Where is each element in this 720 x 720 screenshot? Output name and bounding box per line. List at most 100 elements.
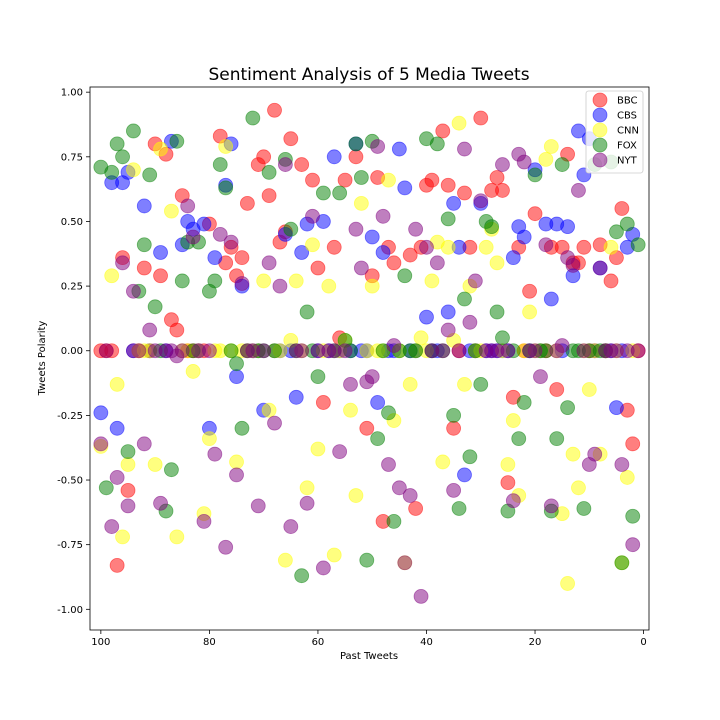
point-nyt-57 [402,488,418,503]
point-cbs-56 [457,467,472,483]
point-cnn-41 [326,547,342,563]
point-bbc-72 [549,382,565,397]
point-fox-61 [446,407,462,423]
point-nyt-59 [413,588,429,604]
point-nyt-7 [131,343,147,359]
point-nyt-0 [93,436,109,452]
legend-marker-nyt [592,152,608,168]
point-nyt-64 [440,322,456,338]
point-bbc-62 [489,170,505,185]
point-fox-58 [429,136,445,152]
point-bbc-3 [109,557,125,573]
point-cnn-3 [115,529,130,545]
point-fox-92 [614,555,630,571]
point-bbc-29 [261,188,277,204]
point-cnn-5 [126,162,141,178]
point-fox-36 [299,304,315,320]
point-cnn-61 [435,454,451,470]
point-nyt-60 [419,239,434,255]
point-cbs-50 [419,309,434,325]
point-nyt-38 [299,495,315,511]
legend-marker-bbc [592,92,608,108]
point-nyt-68 [462,314,478,330]
point-cnn-51 [381,172,396,188]
y-tick-label: 0.25 [61,282,83,293]
point-cnn-84 [560,576,575,591]
point-cnn-46 [353,195,369,211]
point-nyt-88 [571,183,586,198]
point-cnn-2 [109,376,125,392]
point-nyt-62 [429,255,445,271]
point-cnn-64 [451,115,467,131]
point-nyt-89 [576,343,592,359]
point-nyt-85 [554,338,570,353]
point-bbc-82 [603,273,619,289]
point-fox-85 [576,501,592,516]
data-points-layer [93,102,646,604]
point-fox-22 [218,180,234,196]
point-cnn-73 [500,457,516,472]
point-nyt-51 [370,139,386,154]
point-fox-53 [397,268,413,284]
point-nyt-3 [109,470,125,485]
point-fox-70 [495,330,510,346]
point-cnn-29 [261,402,277,418]
series-bbc [93,102,646,573]
x-tick-label: 40 [420,637,433,648]
point-bbc-41 [348,149,364,165]
point-cnn-81 [543,139,559,154]
point-fox-51 [386,514,402,529]
x-tick-label: 20 [529,637,542,648]
y-axis: 1.00 0.75 0.50 0.25 0.00 -0.25 -0.50 -0.75 -1.00 [57,88,90,616]
point-fox-62 [451,501,467,516]
point-bbc-60 [473,110,489,126]
point-bbc-25 [234,250,250,266]
point-cnn-10 [153,141,168,157]
point-nyt-65 [446,482,462,498]
point-nyt-74 [495,157,510,172]
legend-marker-cbs [592,107,608,123]
y-tick-label: -1.00 [57,605,83,616]
point-nyt-50 [364,369,380,385]
point-nyt-2 [104,519,120,534]
point-bbc-38 [326,239,342,255]
point-fox-50 [381,405,396,421]
point-fox-15 [174,273,190,289]
point-nyt-41 [315,560,331,576]
point-nyt-67 [457,141,472,157]
point-fox-93 [619,216,635,232]
point-bbc-34 [294,157,310,172]
point-cbs-35 [326,149,342,165]
point-cbs-41 [364,229,380,245]
point-nyt-4 [115,255,130,271]
point-nyt-66 [451,343,467,359]
legend-marker-fox [592,137,608,153]
point-cnn-77 [522,304,537,320]
point-nyt-32 [267,415,282,431]
point-nyt-26 [234,276,250,291]
point-bbc-53 [435,123,451,139]
point-nyt-58 [408,221,424,237]
point-nyt-8 [136,436,152,452]
point-nyt-9 [142,322,158,338]
point-nyt-55 [391,480,407,496]
point-nyt-33 [272,278,288,294]
point-nyt-11 [153,495,168,511]
point-cnn-38 [310,441,326,457]
x-tick-label: 60 [312,637,325,648]
point-cbs-72 [543,291,559,307]
point-nyt-5 [120,498,136,514]
point-fox-76 [527,167,543,183]
point-fox-74 [516,395,532,410]
x-tick-label: 80 [203,637,216,648]
point-fox-10 [147,299,163,315]
point-cbs-43 [375,245,391,260]
point-fox-2 [104,164,120,180]
point-fox-82 [560,400,575,416]
point-nyt-45 [337,343,353,359]
point-nyt-56 [397,555,413,571]
point-nyt-78 [516,154,532,170]
point-cnn-45 [348,488,364,503]
point-fox-64 [462,449,478,465]
